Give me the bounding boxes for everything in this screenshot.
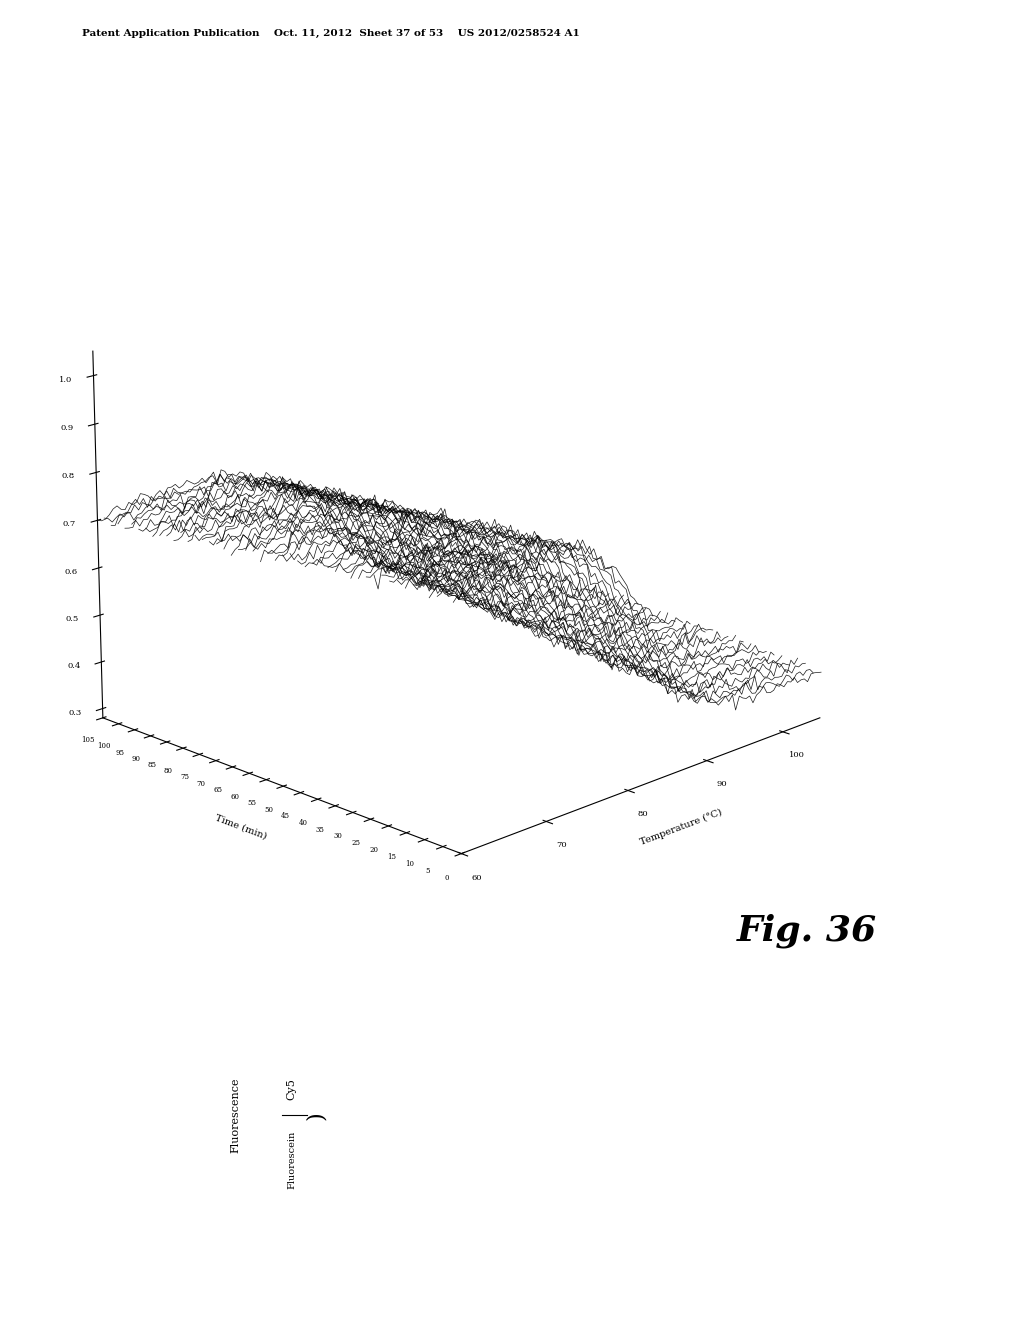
Y-axis label: Time (min): Time (min) xyxy=(214,813,268,841)
Text: Cy5: Cy5 xyxy=(287,1077,297,1100)
Text: Fig. 36: Fig. 36 xyxy=(737,913,878,948)
Text: ): ) xyxy=(304,1111,327,1119)
Text: Fluorescence: Fluorescence xyxy=(230,1077,241,1154)
X-axis label: Temperature (°C): Temperature (°C) xyxy=(639,808,724,846)
Text: Patent Application Publication    Oct. 11, 2012  Sheet 37 of 53    US 2012/02585: Patent Application Publication Oct. 11, … xyxy=(82,29,580,38)
Text: Fluorescein: Fluorescein xyxy=(288,1131,296,1189)
